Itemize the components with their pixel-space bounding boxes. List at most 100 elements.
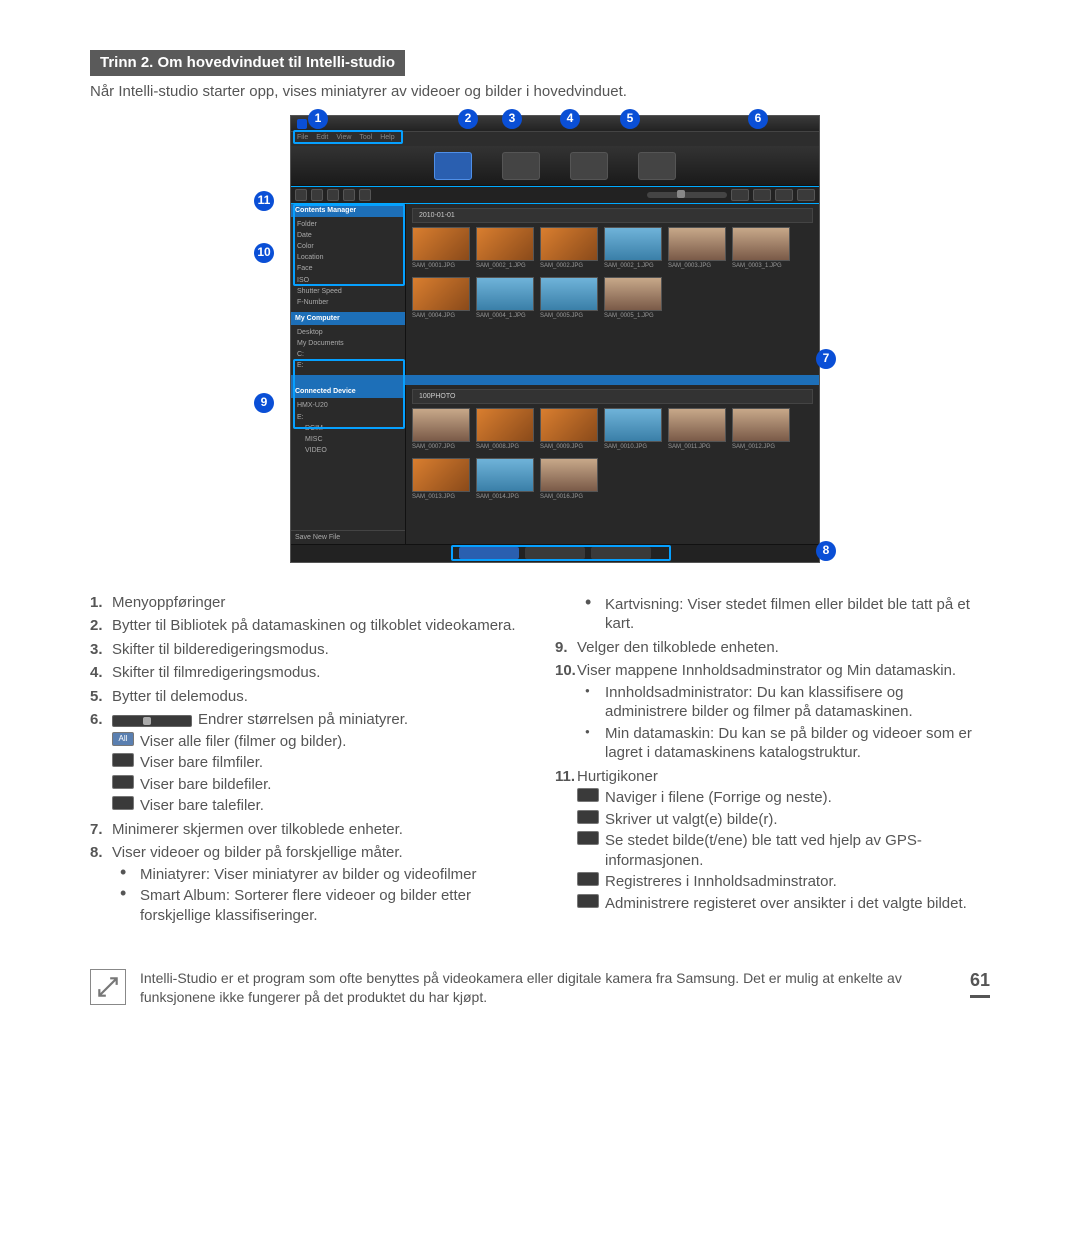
menu-view[interactable]: View bbox=[336, 133, 351, 145]
thumbnail[interactable]: SAM_0001.JPG bbox=[412, 227, 470, 271]
splitter-bar[interactable] bbox=[291, 375, 819, 385]
tree-item[interactable]: ISO bbox=[297, 275, 405, 286]
page-number: 61 bbox=[970, 969, 990, 997]
thumbnail[interactable]: SAM_0005.JPG bbox=[540, 277, 598, 321]
callout-2: 2 bbox=[458, 109, 478, 129]
thumbnail[interactable]: SAM_0003.JPG bbox=[668, 227, 726, 271]
thumbnail[interactable]: SAM_0002_1.JPG bbox=[604, 227, 662, 271]
thumbnail[interactable]: SAM_0011.JPG bbox=[668, 408, 726, 452]
callout-1: 1 bbox=[308, 109, 328, 129]
thumb-row: SAM_0001.JPG SAM_0002_1.JPG SAM_0002.JPG… bbox=[412, 227, 813, 321]
toolbar bbox=[291, 186, 819, 204]
filter-voice-icon[interactable] bbox=[797, 189, 815, 201]
nav-icon bbox=[577, 788, 599, 802]
legend-8c: Kartvisning: Viser stedet filmen eller b… bbox=[555, 595, 990, 634]
thumbnail[interactable]: SAM_0014.JPG bbox=[476, 458, 534, 502]
filter-movie-icon bbox=[112, 753, 134, 767]
tree-item[interactable]: Folder bbox=[297, 219, 405, 230]
library-tab[interactable] bbox=[434, 152, 472, 180]
face-icon[interactable] bbox=[359, 189, 371, 201]
legend-item-6: 6. Endrer størrelsen på miniatyrer. AllV… bbox=[90, 710, 525, 816]
legend-8a: Miniatyrer: Viser miniatyrer av bilder o… bbox=[112, 865, 525, 885]
thumbnail[interactable]: SAM_0003_1.JPG bbox=[732, 227, 790, 271]
filter-movie-icon[interactable] bbox=[753, 189, 771, 201]
device-tree[interactable]: HMX-U20 E: DCIM MISC VIDEO bbox=[291, 398, 405, 459]
print-icon bbox=[577, 810, 599, 824]
tree-item[interactable]: Shutter Speed bbox=[297, 286, 405, 297]
view-map-button[interactable] bbox=[591, 547, 651, 559]
thumbnail[interactable]: SAM_0002_1.JPG bbox=[476, 227, 534, 271]
menubar[interactable]: File Edit View Tool Help bbox=[291, 132, 819, 146]
tree-item[interactable]: HMX-U20 bbox=[297, 400, 405, 411]
tree-item[interactable]: VIDEO bbox=[297, 445, 405, 456]
nav-icon[interactable] bbox=[295, 189, 307, 201]
section-title: Trinn 2. Om hovedvinduet til Intelli-stu… bbox=[90, 50, 405, 76]
view-smartalbum-button[interactable] bbox=[525, 547, 585, 559]
thumb-size-slider[interactable] bbox=[647, 192, 727, 198]
menu-help[interactable]: Help bbox=[380, 133, 394, 145]
intelli-studio-window: File Edit View Tool Help bbox=[290, 115, 820, 563]
menu-edit[interactable]: Edit bbox=[316, 133, 328, 145]
thumbnail[interactable]: SAM_0008.JPG bbox=[476, 408, 534, 452]
connected-device-header: Connected Device bbox=[291, 385, 405, 398]
share-tab[interactable] bbox=[638, 152, 676, 180]
filter-all-icon[interactable] bbox=[731, 189, 749, 201]
thumbnail[interactable]: SAM_0010.JPG bbox=[604, 408, 662, 452]
tree-item[interactable]: E: bbox=[297, 412, 405, 423]
print-icon[interactable] bbox=[311, 189, 323, 201]
callout-5: 5 bbox=[620, 109, 640, 129]
contents-tree[interactable]: Folder Date Color Location Face ISO Shut… bbox=[291, 217, 405, 312]
tree-item[interactable]: C: bbox=[297, 349, 405, 360]
legend-item-4: 4.Skifter til filmredigeringsmodus. bbox=[90, 663, 525, 683]
thumbnail[interactable]: SAM_0004_1.JPG bbox=[476, 277, 534, 321]
tree-item[interactable]: DCIM bbox=[297, 423, 405, 434]
thumbnail[interactable]: SAM_0013.JPG bbox=[412, 458, 470, 502]
tree-item[interactable]: Date bbox=[297, 230, 405, 241]
callout-6: 6 bbox=[748, 109, 768, 129]
callout-10: 10 bbox=[254, 243, 274, 263]
thumbnail[interactable]: SAM_0002.JPG bbox=[540, 227, 598, 271]
legend-11b: Skriver ut valgt(e) bilde(r). bbox=[577, 810, 990, 830]
thumbnail[interactable]: SAM_0007.JPG bbox=[412, 408, 470, 452]
thumbnail[interactable]: SAM_0016.JPG bbox=[540, 458, 598, 502]
tree-item[interactable]: E: bbox=[297, 360, 405, 371]
legend-8b: Smart Album: Sorterer flere videoer og b… bbox=[112, 886, 525, 925]
contents-manager-header: Contents Manager bbox=[291, 204, 405, 217]
view-mode-bar bbox=[291, 544, 819, 562]
note-icon bbox=[90, 969, 126, 1005]
legend-11c: Se stedet bilde(t/ene) ble tatt ved hjel… bbox=[577, 831, 990, 870]
thumbnail[interactable]: SAM_0009.JPG bbox=[540, 408, 598, 452]
tree-item[interactable]: Desktop bbox=[297, 327, 405, 338]
thumbnail[interactable]: SAM_0005_1.JPG bbox=[604, 277, 662, 321]
gps-icon[interactable] bbox=[327, 189, 339, 201]
photo-edit-tab[interactable] bbox=[502, 152, 540, 180]
tree-item[interactable]: Face bbox=[297, 263, 405, 274]
mode-tabs bbox=[291, 146, 819, 186]
thumbnail-area-bottom: 100PHOTO SAM_0007.JPG SAM_0008.JPG SAM_0… bbox=[406, 385, 819, 544]
mycomputer-tree[interactable]: Desktop My Documents C: E: bbox=[291, 325, 405, 375]
tree-item[interactable]: MISC bbox=[297, 434, 405, 445]
callout-4: 4 bbox=[560, 109, 580, 129]
menu-tool[interactable]: Tool bbox=[359, 133, 372, 145]
register-icon[interactable] bbox=[343, 189, 355, 201]
folder-bar: 2010-01-01 bbox=[412, 208, 813, 223]
my-computer-header: My Computer bbox=[291, 312, 405, 325]
thumbnail[interactable]: SAM_0004.JPG bbox=[412, 277, 470, 321]
tree-item[interactable]: My Documents bbox=[297, 338, 405, 349]
legend-item-2: 2.Bytter til Bibliotek på datamaskinen o… bbox=[90, 616, 525, 636]
menu-file[interactable]: File bbox=[297, 133, 308, 145]
legend-11a: Naviger i filene (Forrige og neste). bbox=[577, 788, 990, 808]
tree-item[interactable]: Location bbox=[297, 252, 405, 263]
thumbnail[interactable]: SAM_0012.JPG bbox=[732, 408, 790, 452]
save-new-file[interactable]: Save New File bbox=[291, 530, 405, 544]
face-icon bbox=[577, 894, 599, 908]
movie-edit-tab[interactable] bbox=[570, 152, 608, 180]
filter-photo-icon[interactable] bbox=[775, 189, 793, 201]
view-thumbnail-button[interactable] bbox=[459, 547, 519, 559]
tree-item[interactable]: F-Number bbox=[297, 297, 405, 308]
tree-item[interactable]: Color bbox=[297, 241, 405, 252]
filter-voice-icon bbox=[112, 796, 134, 810]
sidebar: Contents Manager Folder Date Color Locat… bbox=[291, 204, 406, 375]
callout-8: 8 bbox=[816, 541, 836, 561]
legend-6d: Viser bare talefiler. bbox=[112, 796, 525, 816]
